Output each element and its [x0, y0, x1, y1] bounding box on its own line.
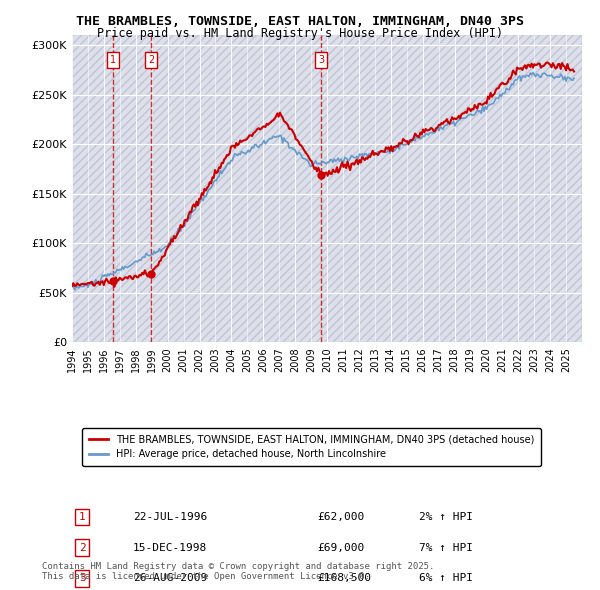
- FancyBboxPatch shape: [72, 35, 582, 342]
- Text: 7% ↑ HPI: 7% ↑ HPI: [419, 543, 473, 553]
- Text: 6% ↑ HPI: 6% ↑ HPI: [419, 573, 473, 584]
- Text: 15-DEC-1998: 15-DEC-1998: [133, 543, 208, 553]
- Text: 1: 1: [79, 512, 86, 522]
- Text: THE BRAMBLES, TOWNSIDE, EAST HALTON, IMMINGHAM, DN40 3PS: THE BRAMBLES, TOWNSIDE, EAST HALTON, IMM…: [76, 15, 524, 28]
- Text: 3: 3: [79, 573, 86, 584]
- Text: Price paid vs. HM Land Registry's House Price Index (HPI): Price paid vs. HM Land Registry's House …: [97, 27, 503, 40]
- Text: Contains HM Land Registry data © Crown copyright and database right 2025.
This d: Contains HM Land Registry data © Crown c…: [42, 562, 434, 581]
- Text: £168,500: £168,500: [317, 573, 371, 584]
- Text: 22-JUL-1996: 22-JUL-1996: [133, 512, 208, 522]
- Text: 26-AUG-2009: 26-AUG-2009: [133, 573, 208, 584]
- Text: £62,000: £62,000: [317, 512, 364, 522]
- Text: 2: 2: [148, 55, 154, 65]
- Legend: THE BRAMBLES, TOWNSIDE, EAST HALTON, IMMINGHAM, DN40 3PS (detached house), HPI: : THE BRAMBLES, TOWNSIDE, EAST HALTON, IMM…: [82, 428, 541, 466]
- Text: 2: 2: [79, 543, 86, 553]
- Text: 1: 1: [110, 55, 116, 65]
- Text: 2% ↑ HPI: 2% ↑ HPI: [419, 512, 473, 522]
- Text: 3: 3: [319, 55, 325, 65]
- Text: £69,000: £69,000: [317, 543, 364, 553]
